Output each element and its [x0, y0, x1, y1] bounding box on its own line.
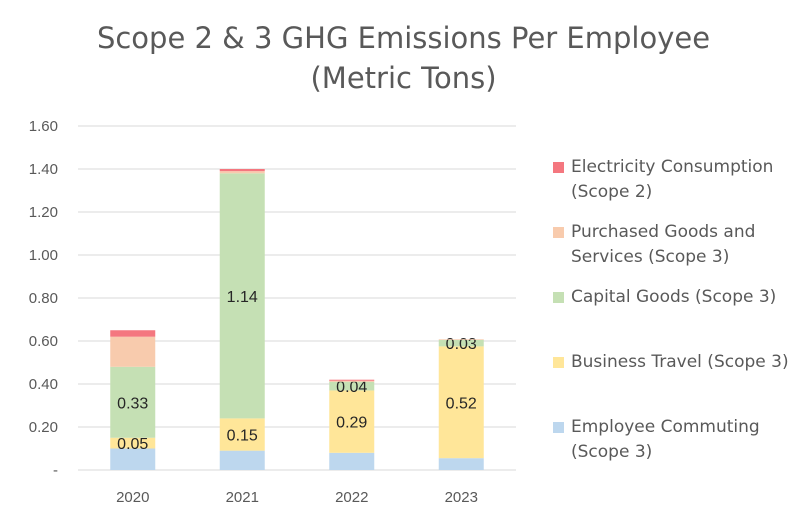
data-label: 0.03	[446, 336, 477, 353]
chart-title: Scope 2 & 3 GHG Emissions Per Employee (…	[0, 18, 807, 98]
chart-title-line-2: (Metric Tons)	[310, 61, 497, 95]
legend-item: Capital Goods (Scope 3)	[553, 285, 803, 350]
legend-label: Purchased Goods and Services (Scope 3)	[571, 222, 756, 267]
legend-swatch	[553, 292, 564, 303]
bar-segment	[438, 346, 484, 459]
y-tick-label: 1.00	[29, 247, 58, 264]
bar-segment	[329, 379, 375, 381]
y-tick-label: 0.40	[29, 376, 58, 393]
legend-swatch	[553, 422, 564, 433]
data-label: 0.29	[336, 415, 367, 432]
data-label: 0.15	[227, 428, 258, 445]
bar-segment	[438, 458, 484, 470]
legend-item: Employee Commuting (Scope 3)	[553, 415, 803, 480]
chart-title-line-1: Scope 2 & 3 GHG Emissions Per Employee	[96, 21, 711, 55]
y-tick-label: 0.80	[29, 290, 58, 307]
bar-segment	[219, 169, 265, 172]
bar-segment	[110, 336, 156, 367]
bar-segment	[438, 339, 484, 347]
bar-segment	[219, 418, 265, 451]
x-tick-label: 2023	[445, 489, 478, 506]
legend-label: Business Travel (Scope 3)	[571, 352, 789, 372]
chart-legend: Electricity Consumption (Scope 2) Purchase…	[553, 155, 803, 480]
bar-segment	[110, 366, 156, 438]
bar-segment	[219, 173, 265, 419]
legend-label: Capital Goods (Scope 3)	[571, 287, 777, 307]
bar-segment	[329, 380, 375, 382]
legend-swatch	[553, 227, 564, 238]
bar-segment	[438, 339, 484, 340]
data-label: 0.05	[117, 436, 148, 453]
bar-segment	[329, 381, 375, 391]
legend-swatch	[553, 162, 564, 173]
x-tick-label: 2021	[226, 489, 259, 506]
y-tick-label: 0.60	[29, 333, 58, 350]
data-label: 0.04	[336, 379, 367, 396]
bar-segment	[329, 390, 375, 453]
legend-item: Business Travel (Scope 3)	[553, 350, 803, 415]
data-label: 0.52	[446, 395, 477, 412]
data-label: 1.14	[227, 289, 258, 306]
x-tick-label: 2022	[335, 489, 368, 506]
y-tick-label: 1.60	[29, 118, 58, 135]
data-label: 0.33	[117, 395, 148, 412]
bar-segment	[110, 437, 156, 449]
legend-label: Employee Commuting (Scope 3)	[571, 417, 760, 462]
y-tick-label: 1.20	[29, 204, 58, 221]
y-tick-label: -	[53, 462, 58, 479]
legend-item: Electricity Consumption (Scope 2)	[553, 155, 803, 220]
bar-segment	[329, 452, 375, 470]
x-tick-label: 2020	[116, 489, 149, 506]
y-tick-label: 1.40	[29, 161, 58, 178]
legend-item: Purchased Goods and Services (Scope 3)	[553, 220, 803, 285]
bar-segment	[110, 330, 156, 337]
bar-segment	[219, 450, 265, 470]
legend-label: Electricity Consumption (Scope 2)	[571, 157, 774, 202]
y-tick-label: 0.20	[29, 419, 58, 436]
bar-segment	[110, 448, 156, 470]
legend-swatch	[553, 357, 564, 368]
bar-segment	[219, 171, 265, 174]
